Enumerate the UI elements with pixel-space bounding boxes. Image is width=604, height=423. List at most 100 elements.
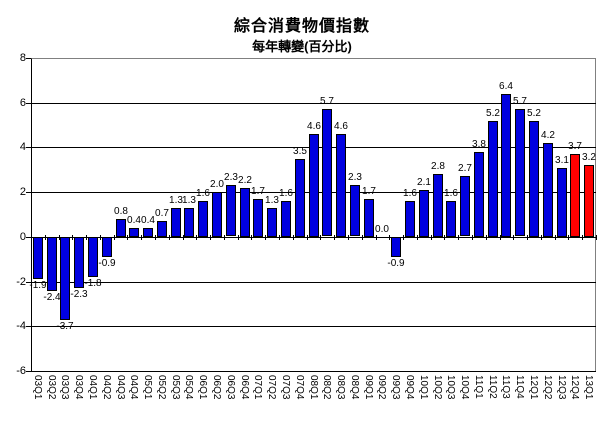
category-axis-tick [431, 235, 432, 240]
y-axis-tick [26, 192, 31, 193]
bar [557, 168, 567, 237]
x-axis-label: 10Q3 [445, 375, 456, 400]
bar-value-label: 2.3 [224, 172, 238, 183]
category-axis-tick [127, 235, 128, 240]
bar [501, 94, 511, 237]
y-axis-tick [26, 237, 31, 238]
gridline [31, 103, 596, 104]
bar [267, 208, 277, 237]
x-axis-label: 08Q4 [349, 375, 360, 400]
bar [364, 199, 374, 237]
bar [350, 185, 360, 236]
x-axis-label: 07Q1 [252, 375, 263, 400]
x-axis-label: 07Q3 [280, 375, 291, 400]
x-axis-label: 09Q3 [390, 375, 401, 400]
bar-value-label: 0.0 [375, 224, 389, 235]
bar-value-label: 5.2 [527, 108, 541, 119]
x-axis-label: 11Q3 [500, 375, 511, 399]
x-axis-label: 10Q2 [432, 375, 443, 400]
bar-value-label: 3.7 [568, 141, 582, 152]
bar-value-label: 2.8 [431, 161, 445, 172]
category-axis-tick [527, 235, 528, 240]
y-axis-label: 2 [19, 186, 26, 198]
x-axis-label: 08Q1 [308, 375, 319, 400]
bar [570, 154, 580, 237]
bar [240, 188, 250, 237]
x-axis-label: 03Q3 [59, 375, 70, 400]
x-axis-label: 11Q2 [487, 375, 498, 399]
bar [446, 201, 456, 237]
category-axis-tick [293, 235, 294, 240]
x-axis-label: 04Q1 [87, 375, 98, 400]
category-axis-tick [596, 235, 597, 240]
bar-value-label: 5.2 [486, 108, 500, 119]
bar [212, 192, 222, 237]
bar-value-label: -1.8 [84, 278, 102, 289]
category-axis-tick [251, 235, 252, 240]
bar-value-label: -0.9 [387, 258, 405, 269]
gridline [31, 237, 596, 238]
category-axis-tick [59, 235, 60, 240]
category-axis-tick [279, 235, 280, 240]
bar [309, 134, 319, 237]
bar-value-label: -0.9 [98, 258, 116, 269]
category-axis-tick [86, 235, 87, 240]
bar [529, 121, 539, 237]
bar [433, 174, 443, 237]
chart-title: 綜合消費物價指數 [233, 18, 370, 35]
gridline [31, 326, 596, 327]
category-axis-tick [403, 235, 404, 240]
y-axis-tick [26, 326, 31, 327]
bar [116, 219, 126, 237]
bar-value-label: 3.2 [582, 152, 596, 163]
x-axis-label: 11Q1 [473, 375, 484, 399]
bar-value-label: 3.5 [293, 146, 307, 157]
bar [74, 237, 84, 288]
x-axis-label: 06Q2 [211, 375, 222, 400]
bar [543, 143, 553, 237]
bar-value-label: 2.3 [348, 172, 362, 183]
bar-value-label: 4.6 [334, 121, 348, 132]
category-axis-tick [31, 235, 32, 240]
bar [295, 159, 305, 237]
bar-value-label: 1.3 [182, 195, 196, 206]
bar-value-label: 1.6 [196, 188, 210, 199]
category-axis-tick [320, 235, 321, 240]
x-axis-label: 08Q2 [321, 375, 332, 400]
gridline [31, 371, 596, 372]
x-axis-label: 04Q3 [115, 375, 126, 400]
bar [60, 237, 70, 320]
category-axis-tick [210, 235, 211, 240]
bar-value-label: -2.3 [70, 289, 88, 300]
category-axis-tick [500, 235, 501, 240]
bar-value-label: 1.6 [444, 188, 458, 199]
category-axis-tick [265, 235, 266, 240]
x-axis-label: 03Q4 [73, 375, 84, 400]
bar [474, 152, 484, 237]
category-axis-tick [472, 235, 473, 240]
category-axis-tick [555, 235, 556, 240]
bar [102, 237, 112, 257]
category-axis-tick [45, 235, 46, 240]
category-axis-tick [362, 235, 363, 240]
bar [460, 176, 470, 236]
bar [322, 109, 332, 236]
category-axis-tick [513, 235, 514, 240]
category-axis-tick [141, 235, 142, 240]
x-axis-label: 11Q4 [514, 375, 525, 399]
category-axis-tick [486, 235, 487, 240]
category-axis-tick [307, 235, 308, 240]
bar [157, 221, 167, 237]
category-axis-tick [348, 235, 349, 240]
bar-value-label: 5.7 [513, 96, 527, 107]
bar-value-label: 2.1 [417, 177, 431, 188]
category-axis-tick [72, 235, 73, 240]
x-axis-label: 04Q4 [128, 375, 139, 400]
category-axis-tick [568, 235, 569, 240]
bar [336, 134, 346, 237]
x-axis-label: 08Q3 [335, 375, 346, 400]
bar [281, 201, 291, 237]
x-axis-label: 05Q4 [183, 375, 194, 400]
bar [226, 185, 236, 236]
y-axis-label: -4 [16, 320, 26, 332]
